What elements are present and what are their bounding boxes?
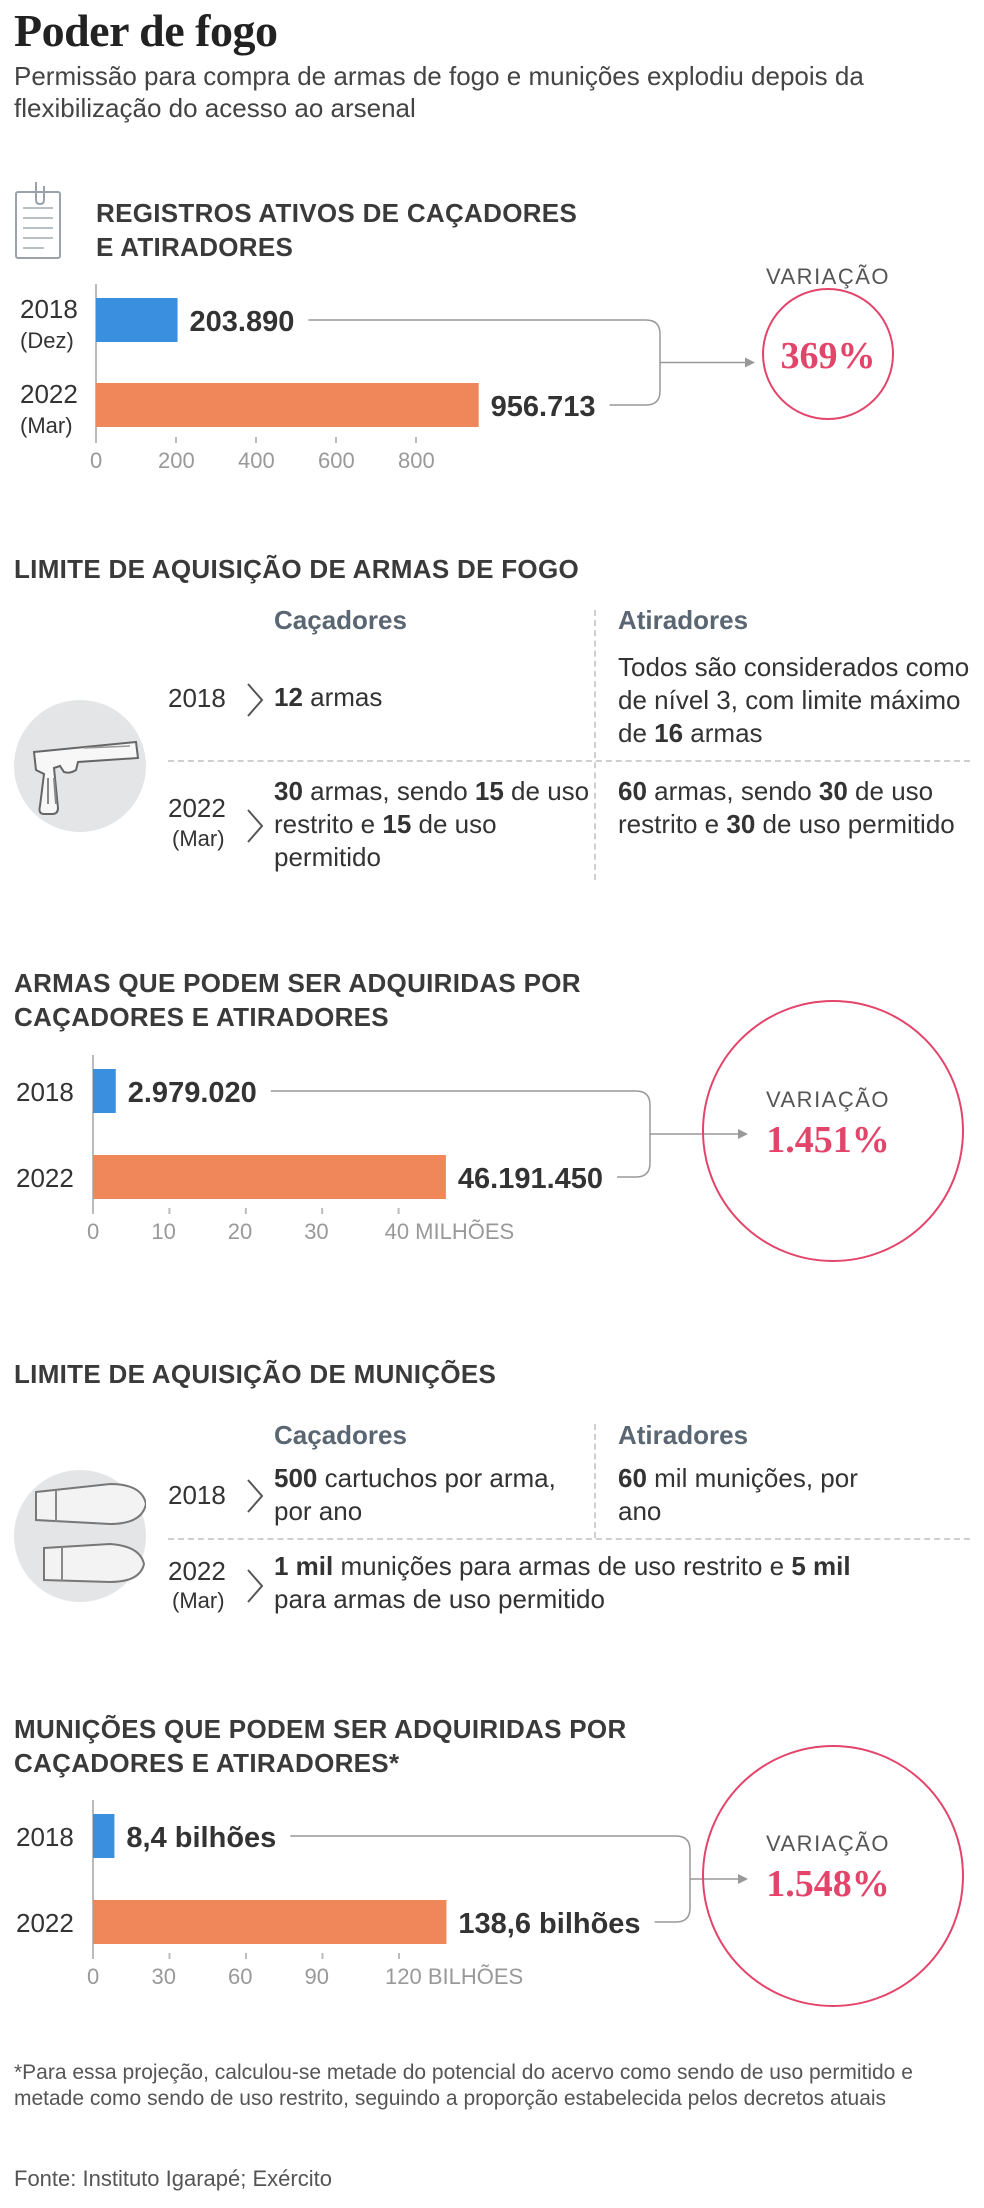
ammo-col-cacadores: Caçadores <box>274 1420 407 1450</box>
x-tick-label: 30 <box>304 1219 328 1244</box>
ammo-col-atiradores: Atiradores <box>618 1420 749 1450</box>
document-icon <box>14 178 64 262</box>
x-tick-label: 800 <box>398 448 435 473</box>
chart3-svg: 0 30 60 90 120 BILHÕES 2018 8,4 bilhões 2022 138… <box>16 1800 748 1989</box>
data-label: 8,4 bilhões <box>126 1822 276 1854</box>
x-tick-label: 30 <box>152 1964 176 1989</box>
data-label: 2.979.020 <box>128 1077 257 1109</box>
bar-0 <box>96 298 178 342</box>
weapons-col-cacadores: Caçadores <box>274 605 407 635</box>
ammo-limit-heading: LIMITE DE AQUISIÇÃO DE MUNIÇÕES <box>14 1359 497 1389</box>
weapons-row2-cacadores: 30 armas, sendo 15 de uso restrito e 15 … <box>274 776 590 872</box>
weapons-row2-year: 2022 <box>168 793 226 823</box>
chart2-variation-label: VARIAÇÃO <box>765 1087 891 1112</box>
chevron-right-icon <box>247 809 264 843</box>
x-tick-label: 120 BILHÕES <box>385 1964 523 1989</box>
ammo-row2-year-sub: (Mar) <box>172 1588 225 1613</box>
x-tick-label: 200 <box>158 448 195 473</box>
arrow-head-icon <box>745 357 755 368</box>
page-title: Poder de fogo <box>14 5 278 56</box>
category-label: 2022 <box>16 1908 74 1938</box>
chart2-variation-value: 1.451% <box>766 1119 890 1161</box>
chart3-variation-value: 1.548% <box>766 1863 890 1905</box>
x-tick-label: 20 <box>228 1219 252 1244</box>
weapons-row1-atiradores: Todos são considerados como de nível 3, … <box>618 652 970 748</box>
bar-0 <box>93 1814 115 1858</box>
ammo-row1-cacadores: 500 cartuchos por arma, por ano <box>274 1463 556 1526</box>
source: Fonte: Instituto Igarapé; Exército <box>14 2166 332 2191</box>
ammo-row2-text: 1 mil munições para armas de uso restrit… <box>274 1551 851 1614</box>
page-subtitle: Permissão para compra de armas de fogo e… <box>14 61 864 123</box>
data-label: 46.191.450 <box>458 1163 603 1195</box>
weapons-row-divider <box>168 760 970 762</box>
chart2-title: ARMAS QUE PODEM SER ADQUIRIDAS POR CAÇAD… <box>14 968 581 1032</box>
category-label-sub: (Dez) <box>20 328 74 353</box>
weapons-row2-year-sub: (Mar) <box>172 826 225 851</box>
chart1-svg: 0 200 400 600 800 2018 (Dez) 203.890 2022 (Mar) 95… <box>20 284 755 473</box>
weapons-col-atiradores: Atiradores <box>618 605 749 635</box>
chart3-variation-circle <box>702 1745 964 2007</box>
chart3-variation-label: VARIAÇÃO <box>765 1831 891 1856</box>
chart1-variation-value: 369% <box>780 335 876 377</box>
weapons-row1-year: 2018 <box>168 683 226 713</box>
weapons-limit-heading: LIMITE DE AQUISIÇÃO DE ARMAS DE FOGO <box>14 554 580 584</box>
x-tick-label: 40 MILHÕES <box>385 1219 515 1244</box>
weapons-row1-cacadores: 12 armas <box>274 682 383 712</box>
chart2-svg: 0 10 20 30 40 MILHÕES 2018 2.979.020 2022 46.191… <box>16 1055 748 1244</box>
category-label: 2022 <box>20 379 78 409</box>
x-tick-label: 90 <box>305 1964 329 1989</box>
category-label: 2018 <box>16 1077 74 1107</box>
chart3-title: MUNIÇÕES QUE PODEM SER ADQUIRIDAS POR CA… <box>14 1714 627 1778</box>
data-label: 203.890 <box>190 306 295 338</box>
chevron-right-icon <box>247 683 264 717</box>
chart1-variation-circle <box>762 288 894 420</box>
chevron-right-icon <box>247 1479 264 1513</box>
x-tick-label: 0 <box>90 448 102 473</box>
chart1-title: REGISTROS ATIVOS DE CAÇADORES E ATIRADOR… <box>96 198 578 262</box>
ammo-row-divider <box>168 1538 970 1540</box>
x-tick-label: 60 <box>228 1964 252 1989</box>
pistol-icon <box>14 700 146 832</box>
category-label: 2022 <box>16 1163 74 1193</box>
data-label: 956.713 <box>491 391 596 423</box>
chevron-right-icon <box>247 1569 264 1603</box>
weapons-row2-atiradores: 60 armas, sendo 30 de uso restrito e 30 … <box>618 776 955 839</box>
ammo-row2-year: 2022 <box>168 1556 226 1586</box>
bar-1 <box>93 1155 446 1199</box>
x-tick-label: 600 <box>318 448 355 473</box>
bar-1 <box>93 1900 447 1944</box>
x-tick-label: 400 <box>238 448 275 473</box>
ammo-row1-atiradores: 60 mil munições, por ano <box>618 1463 858 1526</box>
x-tick-label: 10 <box>151 1219 175 1244</box>
chart1-variation-label: VARIAÇÃO <box>765 264 891 289</box>
category-label: 2018 <box>16 1822 74 1852</box>
chart2-variation-circle <box>702 1000 964 1262</box>
ammo-col-divider <box>594 1424 596 1538</box>
footnote: *Para essa projeção, calculou-se metade … <box>14 2061 913 2110</box>
category-label-sub: (Mar) <box>20 413 73 438</box>
ammo-row1-year: 2018 <box>168 1480 226 1510</box>
weapons-col-divider <box>594 610 596 880</box>
bullets-icon <box>14 1470 148 1602</box>
bar-0 <box>93 1069 116 1113</box>
x-tick-label: 0 <box>87 1964 99 1989</box>
x-tick-label: 0 <box>87 1219 99 1244</box>
data-label: 138,6 bilhões <box>458 1908 640 1940</box>
category-label: 2018 <box>20 294 78 324</box>
bar-1 <box>96 383 479 427</box>
